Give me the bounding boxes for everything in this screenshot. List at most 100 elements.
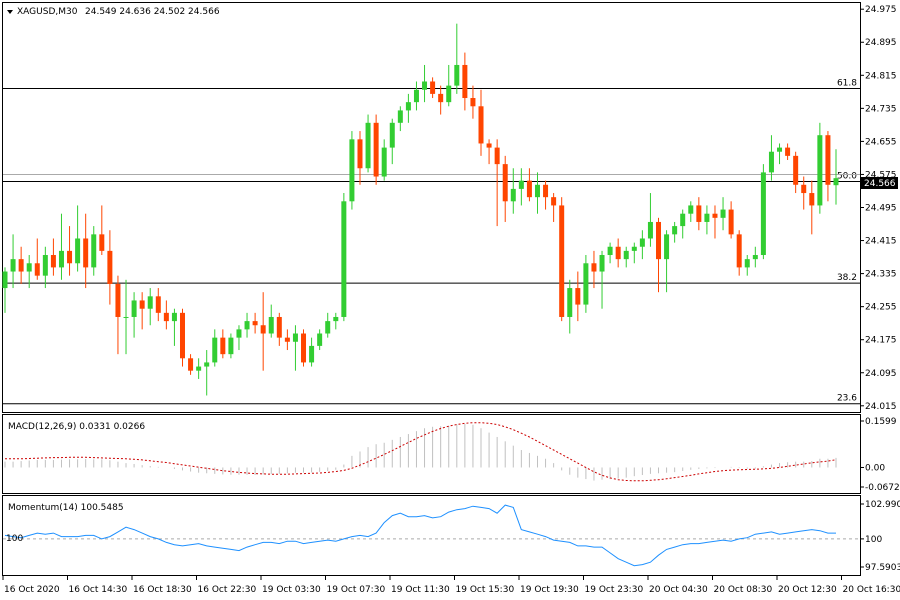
candle-body[interactable]: [510, 188, 516, 202]
candle-body[interactable]: [551, 197, 557, 206]
candle-body[interactable]: [179, 312, 185, 359]
candle-body[interactable]: [728, 209, 734, 235]
candle-body[interactable]: [58, 250, 64, 268]
candle-body[interactable]: [42, 255, 48, 276]
candle-body[interactable]: [244, 321, 250, 330]
candle-body[interactable]: [567, 288, 573, 317]
candle-body[interactable]: [526, 180, 532, 198]
candle-body[interactable]: [494, 147, 500, 165]
candle-body[interactable]: [639, 238, 645, 247]
candle-body[interactable]: [720, 209, 726, 218]
candle-body[interactable]: [75, 238, 81, 264]
candle-body[interactable]: [204, 362, 210, 367]
candle-body[interactable]: [768, 151, 774, 173]
candle-body[interactable]: [817, 135, 823, 206]
candle-body[interactable]: [615, 246, 621, 260]
candle-body[interactable]: [26, 263, 32, 272]
candle-body[interactable]: [793, 155, 799, 185]
candlesticks[interactable]: [2, 23, 839, 396]
candle-body[interactable]: [478, 106, 484, 144]
candle-body[interactable]: [454, 64, 460, 86]
candle-body[interactable]: [260, 325, 266, 334]
candle-body[interactable]: [301, 333, 307, 363]
candle-body[interactable]: [607, 246, 613, 256]
candle-body[interactable]: [365, 122, 371, 169]
candle-body[interactable]: [139, 300, 145, 309]
candle-body[interactable]: [631, 246, 637, 251]
candle-body[interactable]: [397, 110, 403, 123]
candle-body[interactable]: [188, 358, 194, 371]
candle-body[interactable]: [292, 333, 298, 342]
candle-body[interactable]: [801, 184, 807, 194]
symbol-dropdown-icon[interactable]: [7, 10, 13, 14]
candle-body[interactable]: [470, 98, 476, 107]
candle-body[interactable]: [220, 337, 226, 355]
candle-body[interactable]: [688, 205, 694, 214]
candle-body[interactable]: [559, 205, 565, 317]
candle-body[interactable]: [155, 296, 161, 313]
candle-body[interactable]: [712, 213, 718, 218]
candle-body[interactable]: [284, 337, 290, 342]
candle-body[interactable]: [446, 85, 452, 103]
candle-body[interactable]: [696, 205, 702, 222]
candle-body[interactable]: [575, 288, 581, 305]
candle-body[interactable]: [171, 312, 177, 322]
candle-body[interactable]: [534, 184, 540, 198]
candle-body[interactable]: [147, 296, 153, 309]
candle-body[interactable]: [123, 316, 129, 318]
candle-body[interactable]: [736, 234, 742, 268]
candle-body[interactable]: [583, 263, 589, 305]
candle-body[interactable]: [462, 64, 468, 99]
candle-body[interactable]: [91, 234, 97, 268]
candle-body[interactable]: [252, 321, 258, 326]
candle-body[interactable]: [591, 263, 597, 272]
candle-body[interactable]: [809, 193, 815, 206]
candle-body[interactable]: [704, 213, 710, 222]
candle-body[interactable]: [99, 234, 105, 251]
candle-body[interactable]: [647, 221, 653, 239]
candle-body[interactable]: [744, 259, 750, 268]
candle-body[interactable]: [518, 180, 524, 189]
candle-body[interactable]: [486, 143, 492, 148]
candle-body[interactable]: [389, 122, 395, 148]
candle-body[interactable]: [236, 329, 242, 338]
candle-body[interactable]: [680, 213, 686, 227]
candle-body[interactable]: [381, 147, 387, 177]
candle-body[interactable]: [623, 250, 629, 260]
candle-body[interactable]: [656, 221, 662, 260]
candle-body[interactable]: [18, 259, 24, 272]
candle-body[interactable]: [212, 337, 218, 363]
candle-body[interactable]: [405, 102, 411, 111]
candle-body[interactable]: [67, 250, 73, 264]
candle-body[interactable]: [276, 316, 282, 338]
candle-body[interactable]: [672, 226, 678, 235]
candle-body[interactable]: [413, 89, 419, 103]
candle-body[interactable]: [50, 255, 56, 268]
candle-body[interactable]: [833, 178, 839, 186]
candle-body[interactable]: [83, 238, 89, 268]
candle-body[interactable]: [357, 139, 363, 169]
candle-body[interactable]: [599, 255, 605, 272]
candle-body[interactable]: [34, 263, 40, 276]
candle-body[interactable]: [228, 337, 234, 355]
candle-body[interactable]: [349, 139, 355, 202]
candle-body[interactable]: [341, 201, 347, 317]
candle-body[interactable]: [825, 135, 831, 185]
candle-body[interactable]: [438, 93, 444, 103]
candle-body[interactable]: [333, 316, 339, 322]
candle-body[interactable]: [317, 333, 323, 346]
candle-body[interactable]: [309, 345, 315, 363]
candle-body[interactable]: [115, 283, 121, 317]
candle-body[interactable]: [131, 300, 137, 317]
candle-body[interactable]: [760, 172, 766, 256]
candle-body[interactable]: [785, 147, 791, 156]
candle-body[interactable]: [502, 164, 508, 202]
candle-body[interactable]: [752, 255, 758, 260]
candle-body[interactable]: [777, 147, 783, 152]
candle-body[interactable]: [163, 312, 169, 322]
candle-body[interactable]: [268, 316, 274, 334]
candle-body[interactable]: [543, 184, 549, 198]
candle-body[interactable]: [2, 271, 8, 289]
candle-body[interactable]: [373, 122, 379, 177]
